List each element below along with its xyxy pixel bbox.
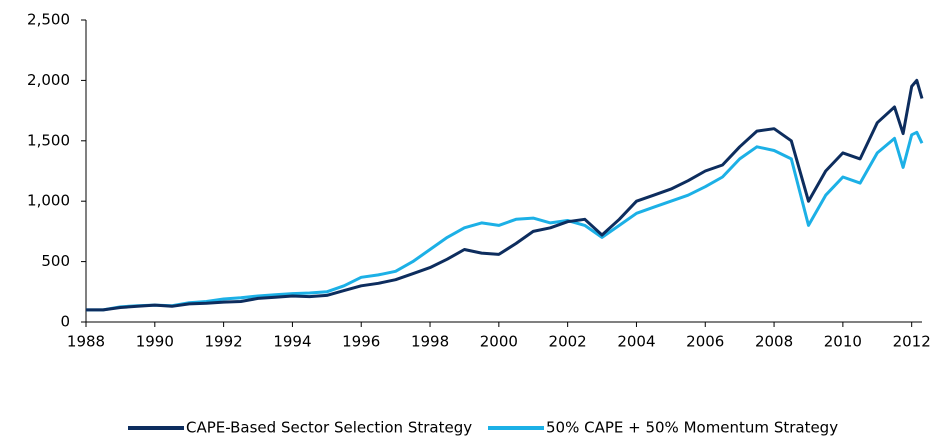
x-tick-label: 2010 <box>824 333 862 351</box>
x-tick-label: 2006 <box>686 333 724 351</box>
y-tick-label: 2,500 <box>27 11 70 29</box>
x-tick-label: 1988 <box>67 333 105 351</box>
x-tick-label: 2004 <box>617 333 655 351</box>
x-tick-label: 1998 <box>411 333 449 351</box>
x-tick-label: 2000 <box>480 333 518 351</box>
legend-label: 50% CAPE + 50% Momentum Strategy <box>546 419 838 437</box>
y-tick-label: 500 <box>41 252 70 270</box>
x-tick-label: 1994 <box>273 333 311 351</box>
x-tick-label: 2008 <box>755 333 793 351</box>
x-tick-label: 1990 <box>136 333 174 351</box>
x-tick-label: 1992 <box>205 333 243 351</box>
y-tick-label: 0 <box>60 313 70 331</box>
series-line <box>86 78 924 312</box>
x-tick-label: 1996 <box>342 333 380 351</box>
y-tick-label: 1,000 <box>27 192 70 210</box>
legend-label: CAPE-Based Sector Selection Strategy <box>186 419 472 437</box>
x-tick-label: 2002 <box>549 333 587 351</box>
series-line <box>86 130 924 312</box>
y-tick-label: 1,500 <box>27 131 70 149</box>
y-tick-label: 2,000 <box>27 71 70 89</box>
x-tick-label: 2012 <box>893 333 931 351</box>
